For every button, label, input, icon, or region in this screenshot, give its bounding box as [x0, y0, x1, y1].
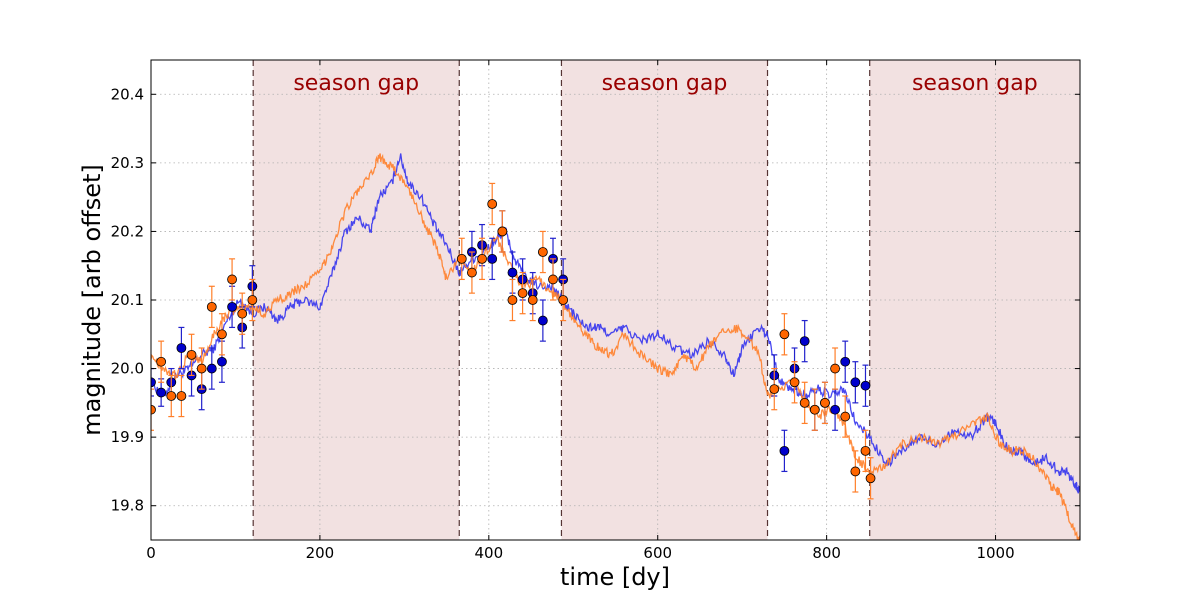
orange-data-point [457, 254, 466, 263]
orange-data-point [820, 398, 829, 407]
orange-data-point [467, 268, 476, 277]
y-tick-label: 20.2 [111, 222, 144, 240]
blue-data-point [800, 337, 809, 346]
y-tick-label: 19.9 [111, 428, 144, 446]
orange-data-point [841, 412, 850, 421]
orange-data-point [538, 248, 547, 257]
orange-data-point [478, 254, 487, 263]
blue-data-point [488, 254, 497, 263]
orange-data-point [177, 392, 186, 401]
orange-data-point [248, 296, 257, 305]
orange-data-point [851, 467, 860, 476]
blue-data-point [851, 378, 860, 387]
blue-data-point [508, 268, 517, 277]
orange-data-point [238, 309, 247, 318]
y-axis-label: magnitude [arb offset] [78, 164, 106, 436]
orange-data-point [831, 364, 840, 373]
orange-data-point [488, 200, 497, 209]
orange-data-point [528, 296, 537, 305]
orange-data-point [207, 302, 216, 311]
orange-data-point [197, 364, 206, 373]
blue-data-point [780, 446, 789, 455]
x-tick-label: 800 [812, 544, 841, 562]
blue-data-point [831, 405, 840, 414]
orange-data-point [508, 296, 517, 305]
orange-data-point [866, 474, 875, 483]
x-axis-label: time [dy] [560, 563, 670, 591]
orange-data-point [217, 330, 226, 339]
x-tick-label: 0 [146, 544, 156, 562]
y-tick-label: 19.8 [111, 497, 144, 515]
orange-data-point [187, 350, 196, 359]
orange-data-point [228, 275, 237, 284]
season-gap-label: season gap [293, 71, 419, 96]
season-gap-label: season gap [602, 71, 728, 96]
x-tick-label: 600 [643, 544, 672, 562]
orange-data-point [559, 296, 568, 305]
y-tick-label: 20.4 [111, 85, 144, 103]
orange-data-point [498, 227, 507, 236]
orange-data-point [518, 289, 527, 298]
blue-data-point [207, 364, 216, 373]
blue-data-point [841, 357, 850, 366]
y-tick-label: 20.1 [111, 291, 144, 309]
blue-data-point [538, 316, 547, 325]
blue-data-point [228, 302, 237, 311]
blue-data-point [177, 344, 186, 353]
orange-data-point [770, 385, 779, 394]
orange-data-point [167, 392, 176, 401]
blue-data-point [217, 357, 226, 366]
x-tick-label: 1000 [976, 544, 1014, 562]
x-tick-label: 200 [306, 544, 335, 562]
blue-data-point [157, 388, 166, 397]
blue-data-point [861, 381, 870, 390]
orange-data-point [549, 275, 558, 284]
orange-data-point [780, 330, 789, 339]
orange-data-point [861, 446, 870, 455]
orange-data-point [810, 405, 819, 414]
orange-data-point [790, 378, 799, 387]
orange-data-point [157, 357, 166, 366]
light-curve-chart: season gap season gap season gap 0 200 400 600… [0, 0, 1200, 600]
orange-data-point [800, 398, 809, 407]
season-gap-band [253, 60, 459, 540]
x-tick-label: 400 [474, 544, 503, 562]
season-gap-label: season gap [912, 71, 1038, 96]
y-tick-label: 20.0 [111, 360, 144, 378]
y-tick-label: 20.3 [111, 154, 144, 172]
